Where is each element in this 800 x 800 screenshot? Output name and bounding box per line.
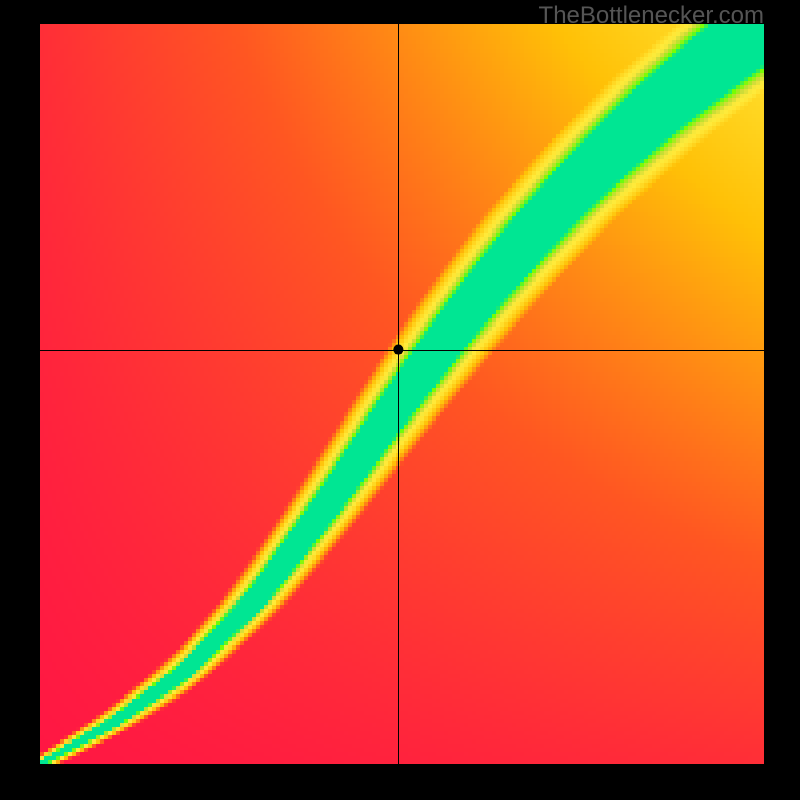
bottleneck-heatmap bbox=[40, 24, 764, 764]
watermark-text: TheBottlenecker.com bbox=[539, 2, 764, 30]
